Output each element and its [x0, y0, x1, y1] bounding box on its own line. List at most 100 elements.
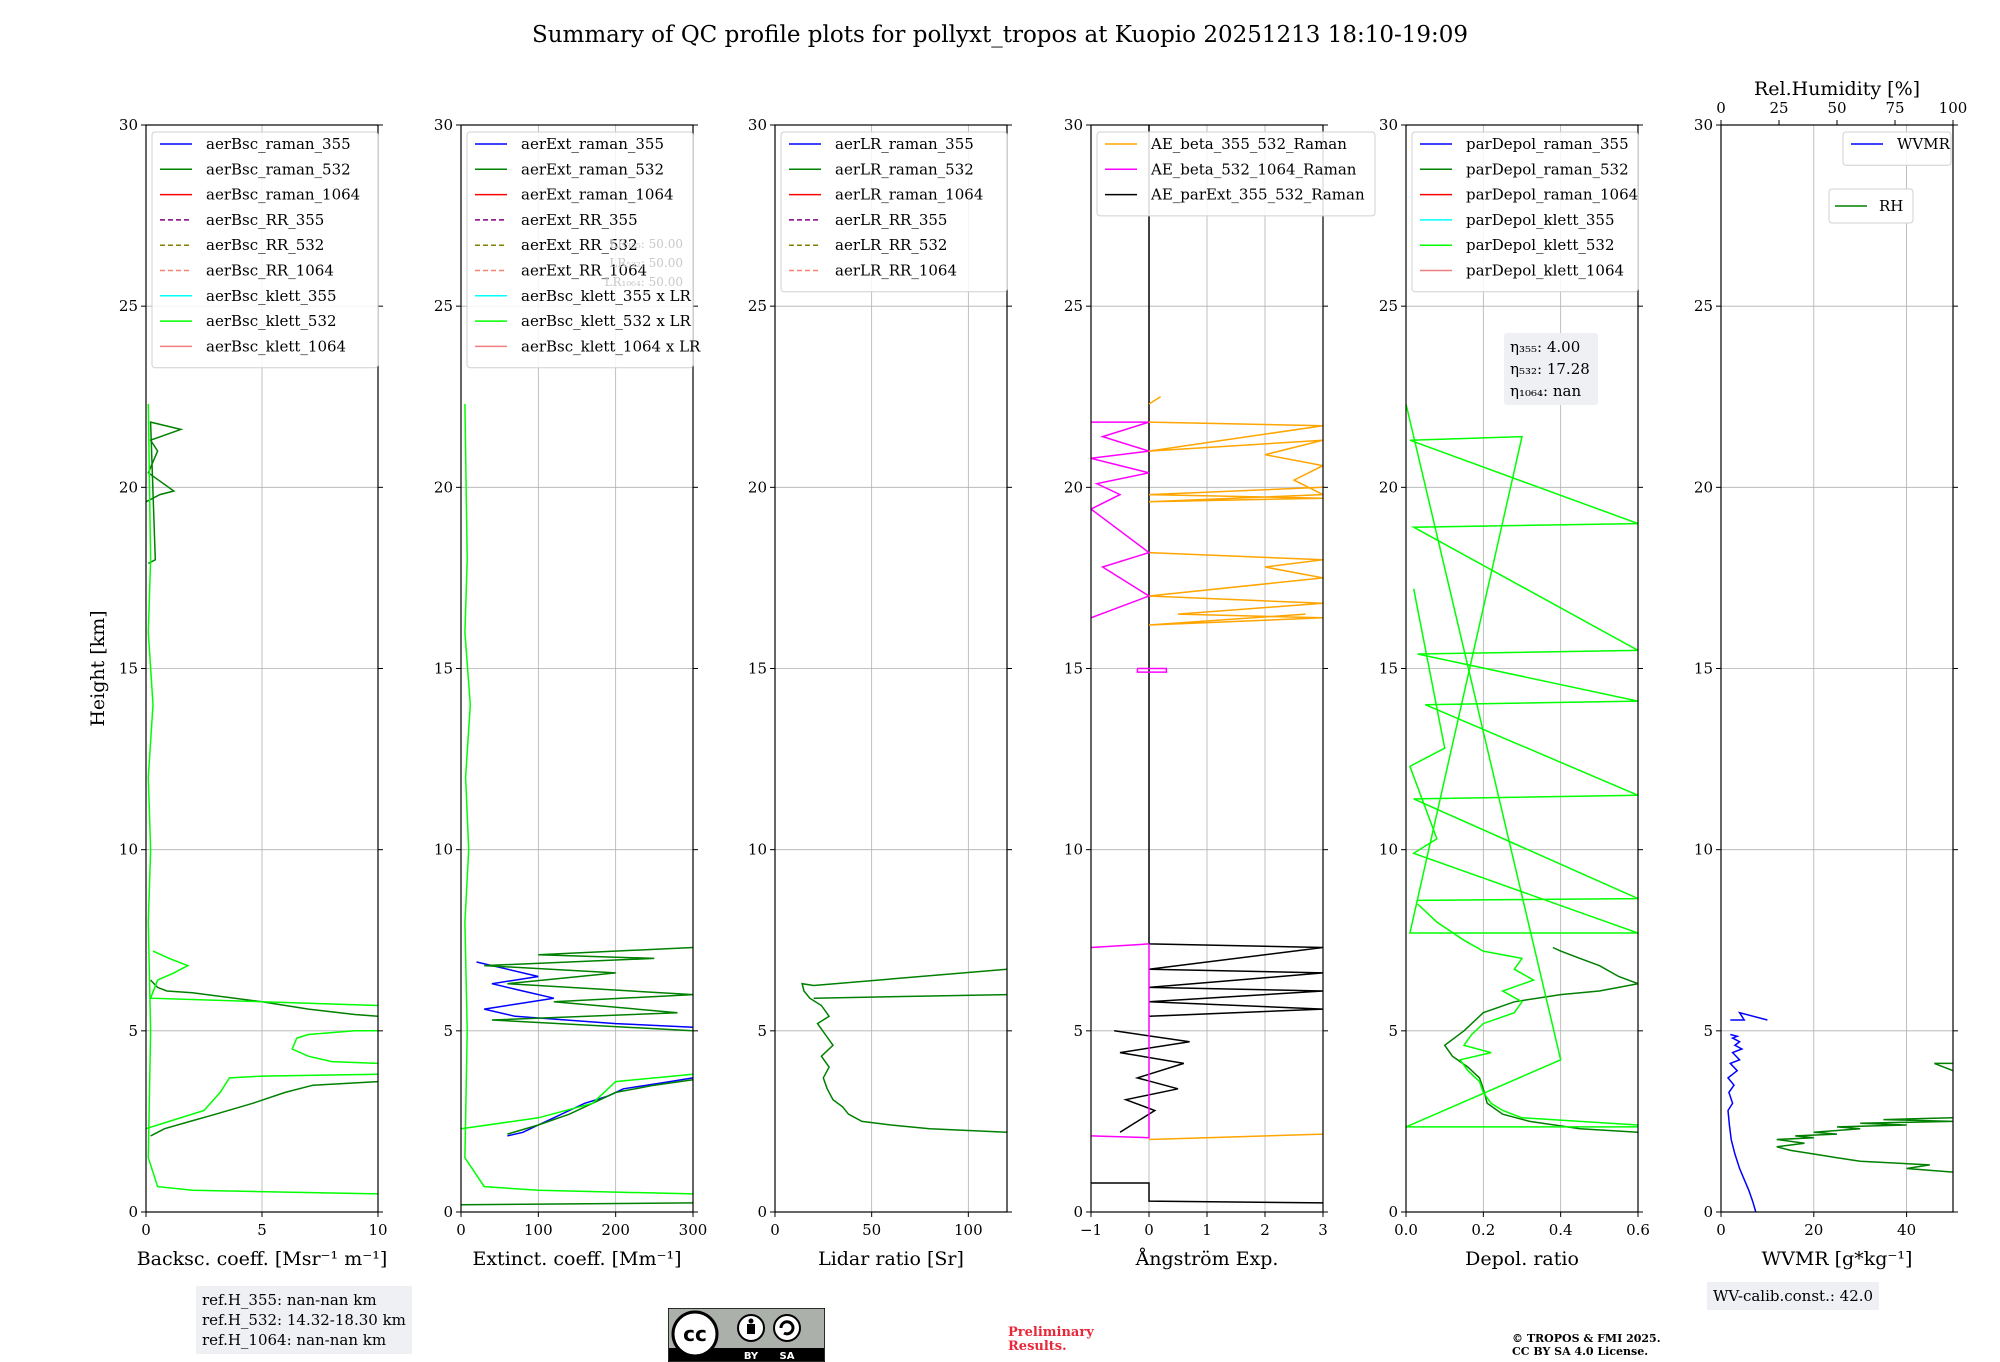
legend-label: AE_beta_355_532_Raman: [1150, 135, 1347, 153]
legend-label: parDepol_raman_532: [1466, 160, 1629, 178]
legend-label: parDepol_klett_532: [1466, 236, 1615, 254]
y-tick-label: 5: [757, 1022, 767, 1040]
series-line: [813, 993, 1007, 999]
x-axis-label: Extinct. coeff. [Mm⁻¹]: [472, 1248, 681, 1270]
legend-label: aerBsc_RR_1064: [206, 262, 334, 280]
top-x-tick-label: 75: [1885, 99, 1904, 117]
legend-label: aerLR_raman_1064: [835, 186, 983, 204]
series-line: [147, 403, 378, 1195]
y-tick-label: 25: [1064, 297, 1083, 315]
eta-box: [1504, 333, 1598, 405]
legend-label: aerExt_RR_532: [521, 236, 638, 254]
x-tick-label: 20: [1804, 1221, 1823, 1239]
legend-label: aerLR_RR_1064: [835, 262, 957, 280]
series-line: [1091, 421, 1151, 619]
series-line: [461, 1202, 693, 1206]
legend-label: aerLR_RR_532: [835, 236, 947, 254]
figure-title: Summary of QC profile plots for pollyxt_…: [531, 22, 1469, 48]
panel-wv: 0 20 40 0 5 10 15 20 25 30 WVMR [g*kg⁻¹] WVMR RH 0 25 5…: [1694, 78, 1967, 1270]
y-tick-label: 5: [128, 1022, 138, 1040]
copyright-line-1: © TROPOS & FMI 2025.: [1512, 1332, 1661, 1345]
y-tick-label: 30: [119, 116, 138, 134]
series-line: [1406, 403, 1638, 1128]
legend-label: aerBsc_klett_1064: [206, 337, 346, 355]
top-x-tick-label: 0: [1716, 99, 1726, 117]
legend-label: WVMR: [1897, 135, 1951, 153]
x-tick-label: 200: [601, 1221, 630, 1239]
series-line: [149, 950, 378, 1007]
y-tick-label: 30: [1379, 116, 1398, 134]
y-tick-label: 10: [119, 841, 138, 859]
x-tick-label: 0.2: [1471, 1221, 1495, 1239]
x-tick-label: 2: [1260, 1221, 1270, 1239]
series-line: [1443, 946, 1638, 1134]
legend-label: aerExt_RR_1064: [521, 262, 647, 280]
x-tick-label: 40: [1897, 1221, 1916, 1239]
lr-text: LR₅₃₂: 50.00: [609, 256, 683, 270]
cc-license-badge: cc BY SA: [668, 1308, 825, 1362]
y-tick-label: 20: [1379, 478, 1398, 496]
panel-depol: 0.0 0.2 0.4 0.6 0 5 10 15 20 25 30 Depol. ratio parD…: [1379, 116, 1650, 1270]
legend-label: aerLR_raman_355: [835, 135, 974, 153]
ref-height-1064: ref.H_1064: nan-nan km: [202, 1331, 387, 1349]
series-line: [146, 421, 184, 565]
x-tick-label: −1: [1080, 1221, 1102, 1239]
legend-box: [1096, 131, 1376, 217]
cc-sa-label: SA: [780, 1351, 795, 1362]
panel-lr: 0 50 100 0 5 10 15 20 25 30 Lidar ratio [Sr] aerLR_…: [748, 116, 1012, 1270]
legend-label: parDepol_klett_355: [1466, 211, 1615, 229]
y-tick-label: 0: [1073, 1203, 1083, 1221]
legend-label: aerExt_raman_1064: [521, 186, 674, 204]
series-group: [801, 968, 1007, 1134]
series-group: [461, 403, 693, 1206]
series-line: [1148, 125, 1323, 1018]
series-line: [507, 1078, 693, 1135]
x-tick-label: 0: [1144, 1221, 1154, 1239]
y-tick-label: 15: [1694, 660, 1713, 678]
series-group: [1726, 1011, 1953, 1212]
eta-text: η₁₀₆₄: nan: [1510, 382, 1581, 400]
y-tick-label: 25: [434, 297, 453, 315]
y-tick-label: 30: [434, 116, 453, 134]
x-tick-label: 100: [954, 1221, 983, 1239]
legend-label: aerBsc_klett_355 x LR: [521, 287, 692, 305]
series-line: [1148, 1133, 1323, 1141]
x-axis-label: Backsc. coeff. [Msr⁻¹ m⁻¹]: [137, 1248, 388, 1270]
legend-label: aerBsc_raman_355: [206, 135, 351, 153]
series-line: [291, 1030, 378, 1065]
series-line: [476, 961, 693, 1028]
cc-by-label: BY: [744, 1351, 759, 1362]
x-tick-label: 0: [141, 1221, 151, 1239]
svg-text:cc: cc: [683, 1322, 707, 1346]
y-tick-label: 25: [119, 297, 138, 315]
legend-label: aerBsc_klett_532: [206, 312, 337, 330]
series-line: [1091, 943, 1150, 949]
y-tick-label: 15: [748, 660, 767, 678]
lr-text: LR₁₀₆₄: 50.00: [605, 275, 683, 289]
top-x-axis-label: Rel.Humidity [%]: [1754, 78, 1920, 100]
legend-label: aerExt_raman_355: [521, 135, 664, 153]
y-tick-label: 5: [1388, 1022, 1398, 1040]
legend-label: aerBsc_RR_532: [206, 236, 324, 254]
x-tick-label: 0: [770, 1221, 780, 1239]
y-tick-label: 25: [748, 297, 767, 315]
copyright-line-2: CC BY SA 4.0 License.: [1512, 1345, 1649, 1358]
series-group: [1406, 403, 1638, 1134]
y-tick-label: 15: [1379, 660, 1398, 678]
series-line: [1148, 396, 1161, 405]
x-tick-label: 1: [1202, 1221, 1212, 1239]
series-line: [146, 1073, 378, 1130]
y-tick-label: 0: [1703, 1203, 1713, 1221]
series-line: [1148, 421, 1323, 503]
x-tick-label: 0.0: [1394, 1221, 1418, 1239]
legend-label: aerLR_raman_532: [835, 160, 974, 178]
y-tick-label: 20: [119, 478, 138, 496]
y-tick-label: 0: [128, 1203, 138, 1221]
series-line: [1091, 1182, 1323, 1204]
preliminary-line-2: Results.: [1008, 1339, 1067, 1354]
ref-height-box: ref.H_355: nan-nan km ref.H_532: 14.32-1…: [196, 1286, 412, 1354]
x-tick-label: 0.4: [1549, 1221, 1573, 1239]
eta-text: η₅₃₂: 17.28: [1510, 360, 1590, 378]
y-tick-label: 15: [1064, 660, 1083, 678]
